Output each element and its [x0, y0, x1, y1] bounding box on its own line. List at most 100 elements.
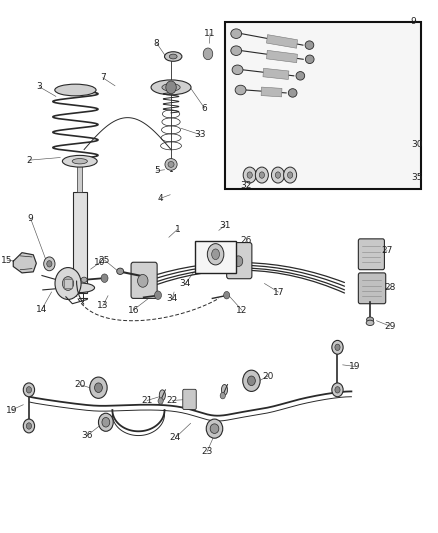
Circle shape: [334, 344, 339, 351]
Ellipse shape: [162, 84, 180, 91]
Ellipse shape: [206, 419, 222, 438]
Ellipse shape: [164, 52, 181, 61]
Text: 23: 23: [201, 447, 212, 456]
Circle shape: [101, 274, 108, 282]
Polygon shape: [13, 253, 36, 273]
Ellipse shape: [159, 390, 165, 400]
Text: 34: 34: [179, 279, 191, 288]
Circle shape: [275, 172, 280, 178]
Circle shape: [223, 292, 229, 299]
Circle shape: [94, 383, 102, 392]
FancyBboxPatch shape: [226, 243, 251, 279]
Text: 16: 16: [127, 305, 139, 314]
Text: 13: 13: [97, 301, 108, 310]
Circle shape: [243, 167, 256, 183]
Text: 24: 24: [170, 433, 180, 442]
Text: 2: 2: [26, 156, 32, 165]
Ellipse shape: [165, 159, 177, 170]
Ellipse shape: [55, 84, 96, 96]
Ellipse shape: [207, 244, 223, 265]
Bar: [262, 68, 288, 79]
Bar: [194, 241, 236, 273]
Text: 9: 9: [409, 18, 415, 27]
Text: 22: 22: [166, 396, 177, 405]
Ellipse shape: [288, 88, 297, 97]
Circle shape: [271, 167, 284, 183]
Bar: [261, 87, 281, 97]
Text: 12: 12: [236, 305, 247, 314]
Bar: [266, 50, 297, 63]
Text: 28: 28: [383, 283, 395, 292]
Text: 3: 3: [36, 82, 42, 91]
Bar: [73, 192, 87, 293]
Circle shape: [219, 392, 225, 399]
Circle shape: [23, 383, 35, 397]
Ellipse shape: [102, 417, 110, 427]
Circle shape: [331, 341, 343, 354]
Text: 1: 1: [174, 225, 180, 234]
Ellipse shape: [72, 159, 87, 164]
Ellipse shape: [305, 55, 313, 63]
FancyBboxPatch shape: [182, 389, 196, 409]
Circle shape: [26, 423, 32, 429]
Text: 17: 17: [272, 287, 283, 296]
Text: 19: 19: [348, 362, 360, 371]
Circle shape: [242, 370, 260, 391]
Ellipse shape: [230, 46, 241, 55]
Ellipse shape: [230, 29, 241, 38]
Circle shape: [23, 419, 35, 433]
Text: 11: 11: [204, 29, 215, 38]
Ellipse shape: [98, 413, 113, 431]
FancyBboxPatch shape: [131, 262, 157, 298]
Text: 36: 36: [81, 431, 93, 440]
Bar: [266, 35, 297, 48]
Circle shape: [259, 172, 264, 178]
Text: 8: 8: [153, 39, 159, 48]
Text: 32: 32: [240, 181, 251, 190]
Ellipse shape: [232, 65, 242, 75]
Text: 21: 21: [141, 396, 152, 405]
Ellipse shape: [365, 320, 373, 326]
Ellipse shape: [295, 71, 304, 80]
Circle shape: [283, 167, 296, 183]
Circle shape: [158, 398, 163, 404]
Ellipse shape: [62, 156, 97, 167]
Text: 20: 20: [261, 372, 273, 381]
Text: 34: 34: [166, 294, 178, 303]
Circle shape: [203, 48, 212, 60]
Text: 7: 7: [100, 73, 106, 82]
Circle shape: [154, 291, 161, 300]
Text: 35: 35: [411, 173, 422, 182]
Circle shape: [137, 274, 148, 287]
Ellipse shape: [221, 384, 227, 395]
Ellipse shape: [168, 161, 174, 167]
Text: 19: 19: [6, 406, 17, 415]
Text: 14: 14: [36, 304, 48, 313]
Circle shape: [26, 386, 32, 393]
Ellipse shape: [169, 54, 177, 59]
Text: 4: 4: [157, 194, 162, 203]
Circle shape: [255, 167, 268, 183]
Text: 27: 27: [381, 246, 392, 255]
FancyBboxPatch shape: [357, 273, 385, 304]
Text: 25: 25: [99, 256, 110, 264]
Ellipse shape: [211, 249, 219, 260]
Circle shape: [46, 261, 52, 267]
Circle shape: [89, 377, 107, 398]
Circle shape: [287, 172, 292, 178]
Ellipse shape: [117, 268, 124, 274]
Text: 10: 10: [94, 258, 106, 266]
Circle shape: [62, 277, 74, 290]
Text: 20: 20: [74, 380, 85, 389]
Ellipse shape: [210, 424, 218, 433]
Text: 9: 9: [28, 214, 33, 223]
Circle shape: [55, 268, 81, 300]
Circle shape: [334, 386, 339, 393]
Text: 6: 6: [201, 103, 207, 112]
Circle shape: [166, 81, 176, 94]
Bar: [77, 163, 82, 192]
Text: 31: 31: [219, 221, 230, 230]
Ellipse shape: [151, 80, 191, 95]
Bar: [64, 279, 72, 288]
Ellipse shape: [65, 283, 94, 293]
